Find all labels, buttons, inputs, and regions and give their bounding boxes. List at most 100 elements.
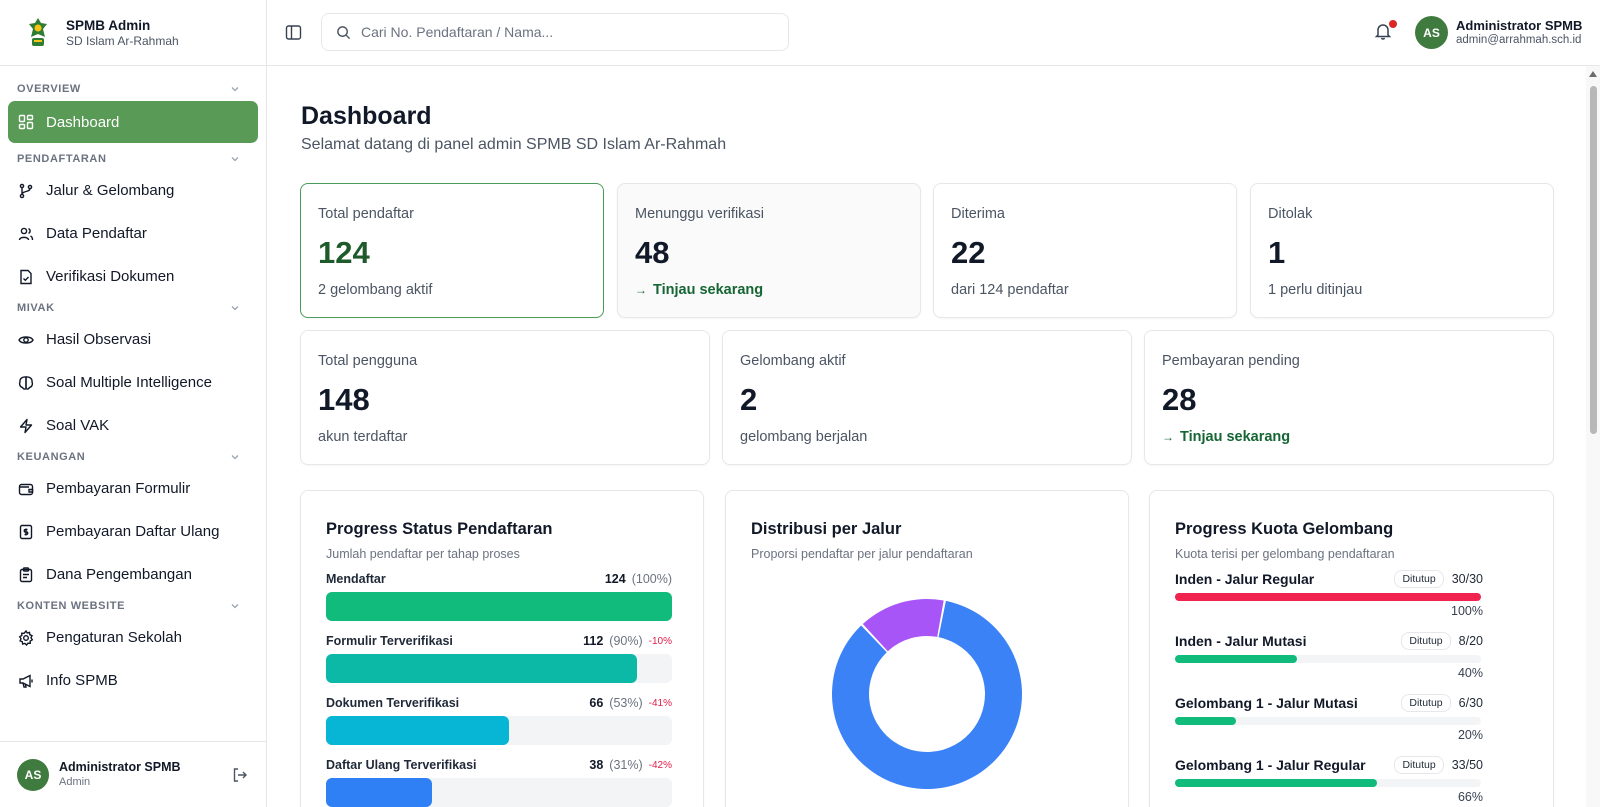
brand-subtitle: SD Islam Ar-Rahmah: [66, 33, 179, 48]
sidebar-item-info-spmb[interactable]: Info SPMB: [8, 659, 258, 702]
nav-group-keuangan[interactable]: KEUANGAN: [0, 447, 266, 467]
sidebar: SPMB Admin SD Islam Ar-Rahmah OVERVIEW D…: [0, 0, 267, 807]
sidebar-item-data-pendaftar[interactable]: Data Pendaftar: [8, 212, 258, 255]
quota-count: 30/30: [1451, 572, 1483, 586]
progress-status-card: Progress Status Pendaftaran Jumlah penda…: [300, 490, 704, 807]
sidebar-item-hasil-observasi[interactable]: Hasil Observasi: [8, 318, 258, 361]
stat-label: Ditolak: [1268, 206, 1313, 222]
quota-fill: [1175, 717, 1237, 725]
stat-card-gelombang-aktif[interactable]: Gelombang aktif 2 gelombang berjalan: [722, 330, 1132, 465]
sidebar-toggle-icon[interactable]: [285, 24, 302, 41]
section-subtitle: Jumlah pendaftar per tahap proses: [326, 547, 520, 561]
sidebar-item-soal-vak[interactable]: Soal VAK: [8, 404, 258, 447]
sidebar-item-pengaturan-sekolah[interactable]: Pengaturan Sekolah: [8, 616, 258, 659]
sidebar-item-label: Pengaturan Sekolah: [46, 629, 182, 646]
nav-group-label: OVERVIEW: [17, 83, 81, 95]
stat-footnote: akun terdaftar: [318, 429, 408, 445]
sidebar-item-dana-pengembangan[interactable]: Dana Pengembangan: [8, 553, 258, 596]
donut-chart[interactable]: [827, 594, 1027, 794]
nav-group-pendaftaran[interactable]: PENDAFTARAN: [0, 149, 266, 169]
sidebar-item-jalur-gelombang[interactable]: Jalur & Gelombang: [8, 169, 258, 212]
header-avatar[interactable]: AS: [1415, 16, 1448, 49]
stat-value: 1: [1268, 235, 1286, 270]
scrollbar-thumb[interactable]: [1590, 86, 1597, 434]
brand[interactable]: SPMB Admin SD Islam Ar-Rahmah: [0, 0, 266, 66]
quota-percent: 20%: [1457, 728, 1483, 742]
progress-fill: [326, 716, 510, 745]
header-user[interactable]: Administrator SPMB admin@arrahmah.sch.id: [1456, 18, 1582, 48]
clipboard-icon: [18, 566, 34, 583]
quota-percent: 100%: [1451, 604, 1483, 618]
main-content: Dashboard Selamat datang di panel admin …: [267, 66, 1600, 807]
stat-card-total-pengguna[interactable]: Total pengguna 148 akun terdaftar: [300, 330, 710, 465]
stat-card-diterima[interactable]: Diterima 22 dari 124 pendaftar: [933, 183, 1237, 318]
progress-track: [326, 654, 672, 683]
stat-footnote: gelombang berjalan: [740, 429, 868, 445]
nav-group-overview[interactable]: OVERVIEW: [0, 79, 266, 99]
review-now-link[interactable]: → Tinjau sekarang: [1162, 429, 1290, 445]
sidebar-nav: OVERVIEW Dashboard PENDAFTARAN Jalur & G…: [0, 66, 266, 702]
quota-row: Gelombang 1 - Jalur Mutasi Ditutup 6/30 …: [1175, 693, 1483, 742]
sidebar-item-soal-mi[interactable]: Soal Multiple Intelligence: [8, 361, 258, 404]
progress-fill: [326, 592, 672, 621]
sidebar-item-pembayaran-formulir[interactable]: Pembayaran Formulir: [8, 467, 258, 510]
section-title: Distribusi per Jalur: [751, 520, 902, 538]
stat-label: Total pengguna: [318, 353, 418, 369]
stat-card-menunggu-verifikasi[interactable]: Menunggu verifikasi 48 → Tinjau sekarang: [617, 183, 921, 318]
quota-name: Inden - Jalur Regular: [1175, 571, 1315, 587]
nav-group-mivak[interactable]: MIVAK: [0, 298, 266, 318]
quota-row: Inden - Jalur Mutasi Ditutup 8/20 40%: [1175, 631, 1483, 680]
stat-footnote: 2 gelombang aktif: [318, 282, 433, 298]
quota-row: Inden - Jalur Regular Ditutup 30/30 100%: [1175, 569, 1483, 618]
user-role: Admin: [59, 776, 91, 788]
donut-slice[interactable]: [832, 600, 1022, 789]
sidebar-item-label: Dana Pengembangan: [46, 566, 192, 583]
stat-card-ditolak[interactable]: Ditolak 1 1 perlu ditinjau: [1250, 183, 1554, 318]
quota-name: Gelombang 1 - Jalur Regular: [1175, 757, 1366, 773]
progress-delta: -42%: [648, 759, 672, 771]
progress-label: Daftar Ulang Terverifikasi: [326, 758, 477, 772]
bell-icon[interactable]: [1374, 22, 1392, 40]
top-header: AS Administrator SPMB admin@arrahmah.sch…: [267, 0, 1600, 66]
link-label: Tinjau sekarang: [1180, 429, 1291, 445]
sidebar-item-label: Soal VAK: [46, 417, 110, 434]
nav-group-konten-website[interactable]: KONTEN WEBSITE: [0, 596, 266, 616]
sidebar-user[interactable]: AS Administrator SPMB Admin: [0, 741, 266, 807]
nav-group-label: KEUANGAN: [17, 451, 86, 463]
stat-label: Diterima: [951, 206, 1005, 222]
section-title: Progress Status Pendaftaran: [326, 520, 553, 538]
search-box[interactable]: [321, 13, 789, 51]
sidebar-item-verifikasi-dokumen[interactable]: Verifikasi Dokumen: [8, 255, 258, 298]
receipt-icon: [18, 524, 34, 540]
user-name: Administrator SPMB: [1456, 18, 1583, 33]
progress-fill: [326, 778, 432, 807]
logout-icon[interactable]: [232, 767, 248, 783]
chevron-down-icon: [231, 455, 239, 460]
sidebar-item-dashboard[interactable]: Dashboard: [8, 101, 258, 143]
quota-track: [1175, 717, 1481, 725]
stat-card-total-pendaftar[interactable]: Total pendaftar 124 2 gelombang aktif: [300, 183, 604, 318]
page-subtitle: Selamat datang di panel admin SPMB SD Is…: [301, 136, 727, 153]
stat-card-pembayaran-pending[interactable]: Pembayaran pending 28 → Tinjau sekarang: [1144, 330, 1554, 465]
search-input[interactable]: [361, 24, 761, 40]
progress-row: Dokumen Terverifikasi 66 (53%) -41%: [326, 695, 672, 745]
link-label: Tinjau sekarang: [653, 282, 764, 298]
stat-value: 22: [951, 235, 986, 270]
quota-percent: 66%: [1457, 790, 1483, 804]
donut-slice[interactable]: [862, 599, 944, 652]
arrow-right-icon: →: [1162, 430, 1174, 444]
progress-label: Formulir Terverifikasi: [326, 634, 453, 648]
review-now-link[interactable]: → Tinjau sekarang: [635, 282, 763, 298]
users-icon: [18, 226, 34, 242]
sidebar-item-pembayaran-daftar-ulang[interactable]: Pembayaran Daftar Ulang: [8, 510, 258, 553]
sidebar-item-label: Data Pendaftar: [46, 225, 147, 242]
scroll-up-arrow-icon[interactable]: [1589, 71, 1597, 77]
scrollbar[interactable]: [1586, 66, 1600, 807]
sidebar-item-label: Pembayaran Daftar Ulang: [46, 523, 220, 540]
stat-value: 2: [740, 382, 758, 417]
brain-icon: [18, 375, 34, 391]
file-check-icon: [18, 269, 34, 285]
user-email: admin@arrahmah.sch.id: [1456, 34, 1582, 46]
progress-percent: (100%): [631, 572, 672, 586]
arrow-right-icon: →: [635, 283, 647, 297]
